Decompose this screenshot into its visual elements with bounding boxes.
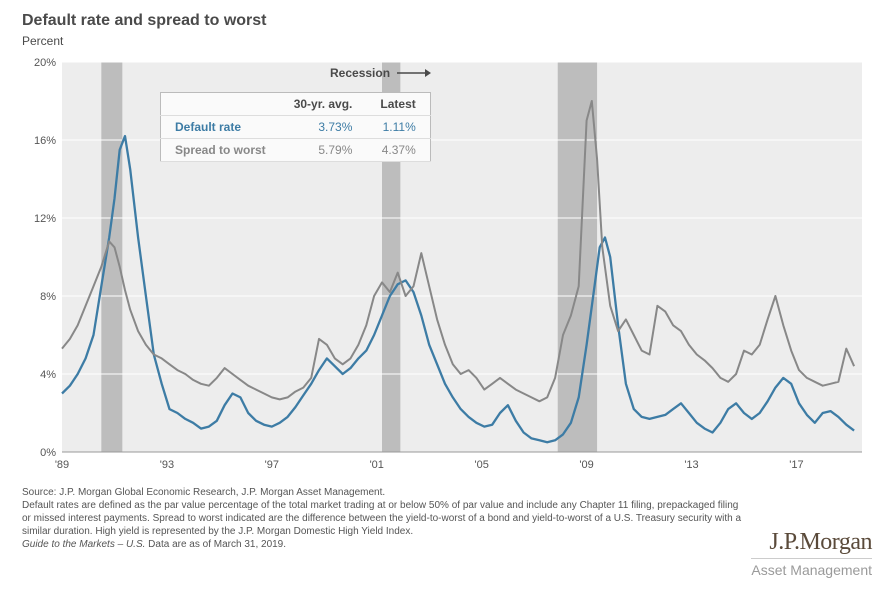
footnote-guide: Guide to the Markets – U.S. Data are as … <box>22 538 742 551</box>
footnote-date: Data are as of March 31, 2019. <box>145 539 286 550</box>
logo-sub: Asset Management <box>751 558 872 578</box>
arrow-right-icon <box>397 67 431 81</box>
table-cell-avg: 3.73% <box>280 116 367 139</box>
svg-text:8%: 8% <box>40 291 56 303</box>
svg-text:'17: '17 <box>789 459 803 471</box>
recession-label-text: Recession <box>330 66 390 80</box>
table-cell-latest: 1.11% <box>366 116 430 139</box>
svg-text:'97: '97 <box>265 459 279 471</box>
table-cell-avg: 5.79% <box>280 139 367 162</box>
footnote-guide-italic: Guide to the Markets – U.S. <box>22 539 145 550</box>
svg-text:'09: '09 <box>579 459 593 471</box>
chart-svg: 0% 4% 8% 12% 16% 20% '89 '93 '97 '01 '05 '09 '13 '17 <box>22 56 872 476</box>
svg-text:'05: '05 <box>475 459 489 471</box>
recession-label: Recession <box>330 66 431 81</box>
svg-text:12%: 12% <box>34 213 56 225</box>
svg-text:0%: 0% <box>40 447 56 459</box>
table-header-row: 30-yr. avg. Latest <box>161 93 431 116</box>
table-header-blank <box>161 93 280 116</box>
svg-text:4%: 4% <box>40 369 56 381</box>
svg-text:'93: '93 <box>160 459 174 471</box>
footnote: Source: J.P. Morgan Global Economic Rese… <box>22 486 742 551</box>
table-row: Spread to worst 5.79% 4.37% <box>161 139 431 162</box>
logo-brand: J.P.Morgan <box>751 529 872 556</box>
chart-area: 0% 4% 8% 12% 16% 20% '89 '93 '97 '01 '05 '09 '13 '17 <box>22 56 872 476</box>
y-axis-unit: Percent <box>22 34 63 48</box>
table-row: Default rate 3.73% 1.11% <box>161 116 431 139</box>
svg-text:20%: 20% <box>34 57 56 69</box>
chart-title: Default rate and spread to worst <box>22 12 267 30</box>
footnote-source: Source: J.P. Morgan Global Economic Rese… <box>22 486 742 499</box>
table-header-latest: Latest <box>366 93 430 116</box>
logo: J.P.Morgan Asset Management <box>751 529 872 578</box>
svg-text:'01: '01 <box>370 459 384 471</box>
table-cell-label: Spread to worst <box>161 139 280 162</box>
table-header-avg: 30-yr. avg. <box>280 93 367 116</box>
summary-table: 30-yr. avg. Latest Default rate 3.73% 1.… <box>160 92 431 162</box>
svg-text:'13: '13 <box>684 459 698 471</box>
svg-text:'89: '89 <box>55 459 69 471</box>
svg-text:16%: 16% <box>34 135 56 147</box>
table-cell-label: Default rate <box>161 116 280 139</box>
footnote-body: Default rates are defined as the par val… <box>22 499 742 538</box>
table-cell-latest: 4.37% <box>366 139 430 162</box>
